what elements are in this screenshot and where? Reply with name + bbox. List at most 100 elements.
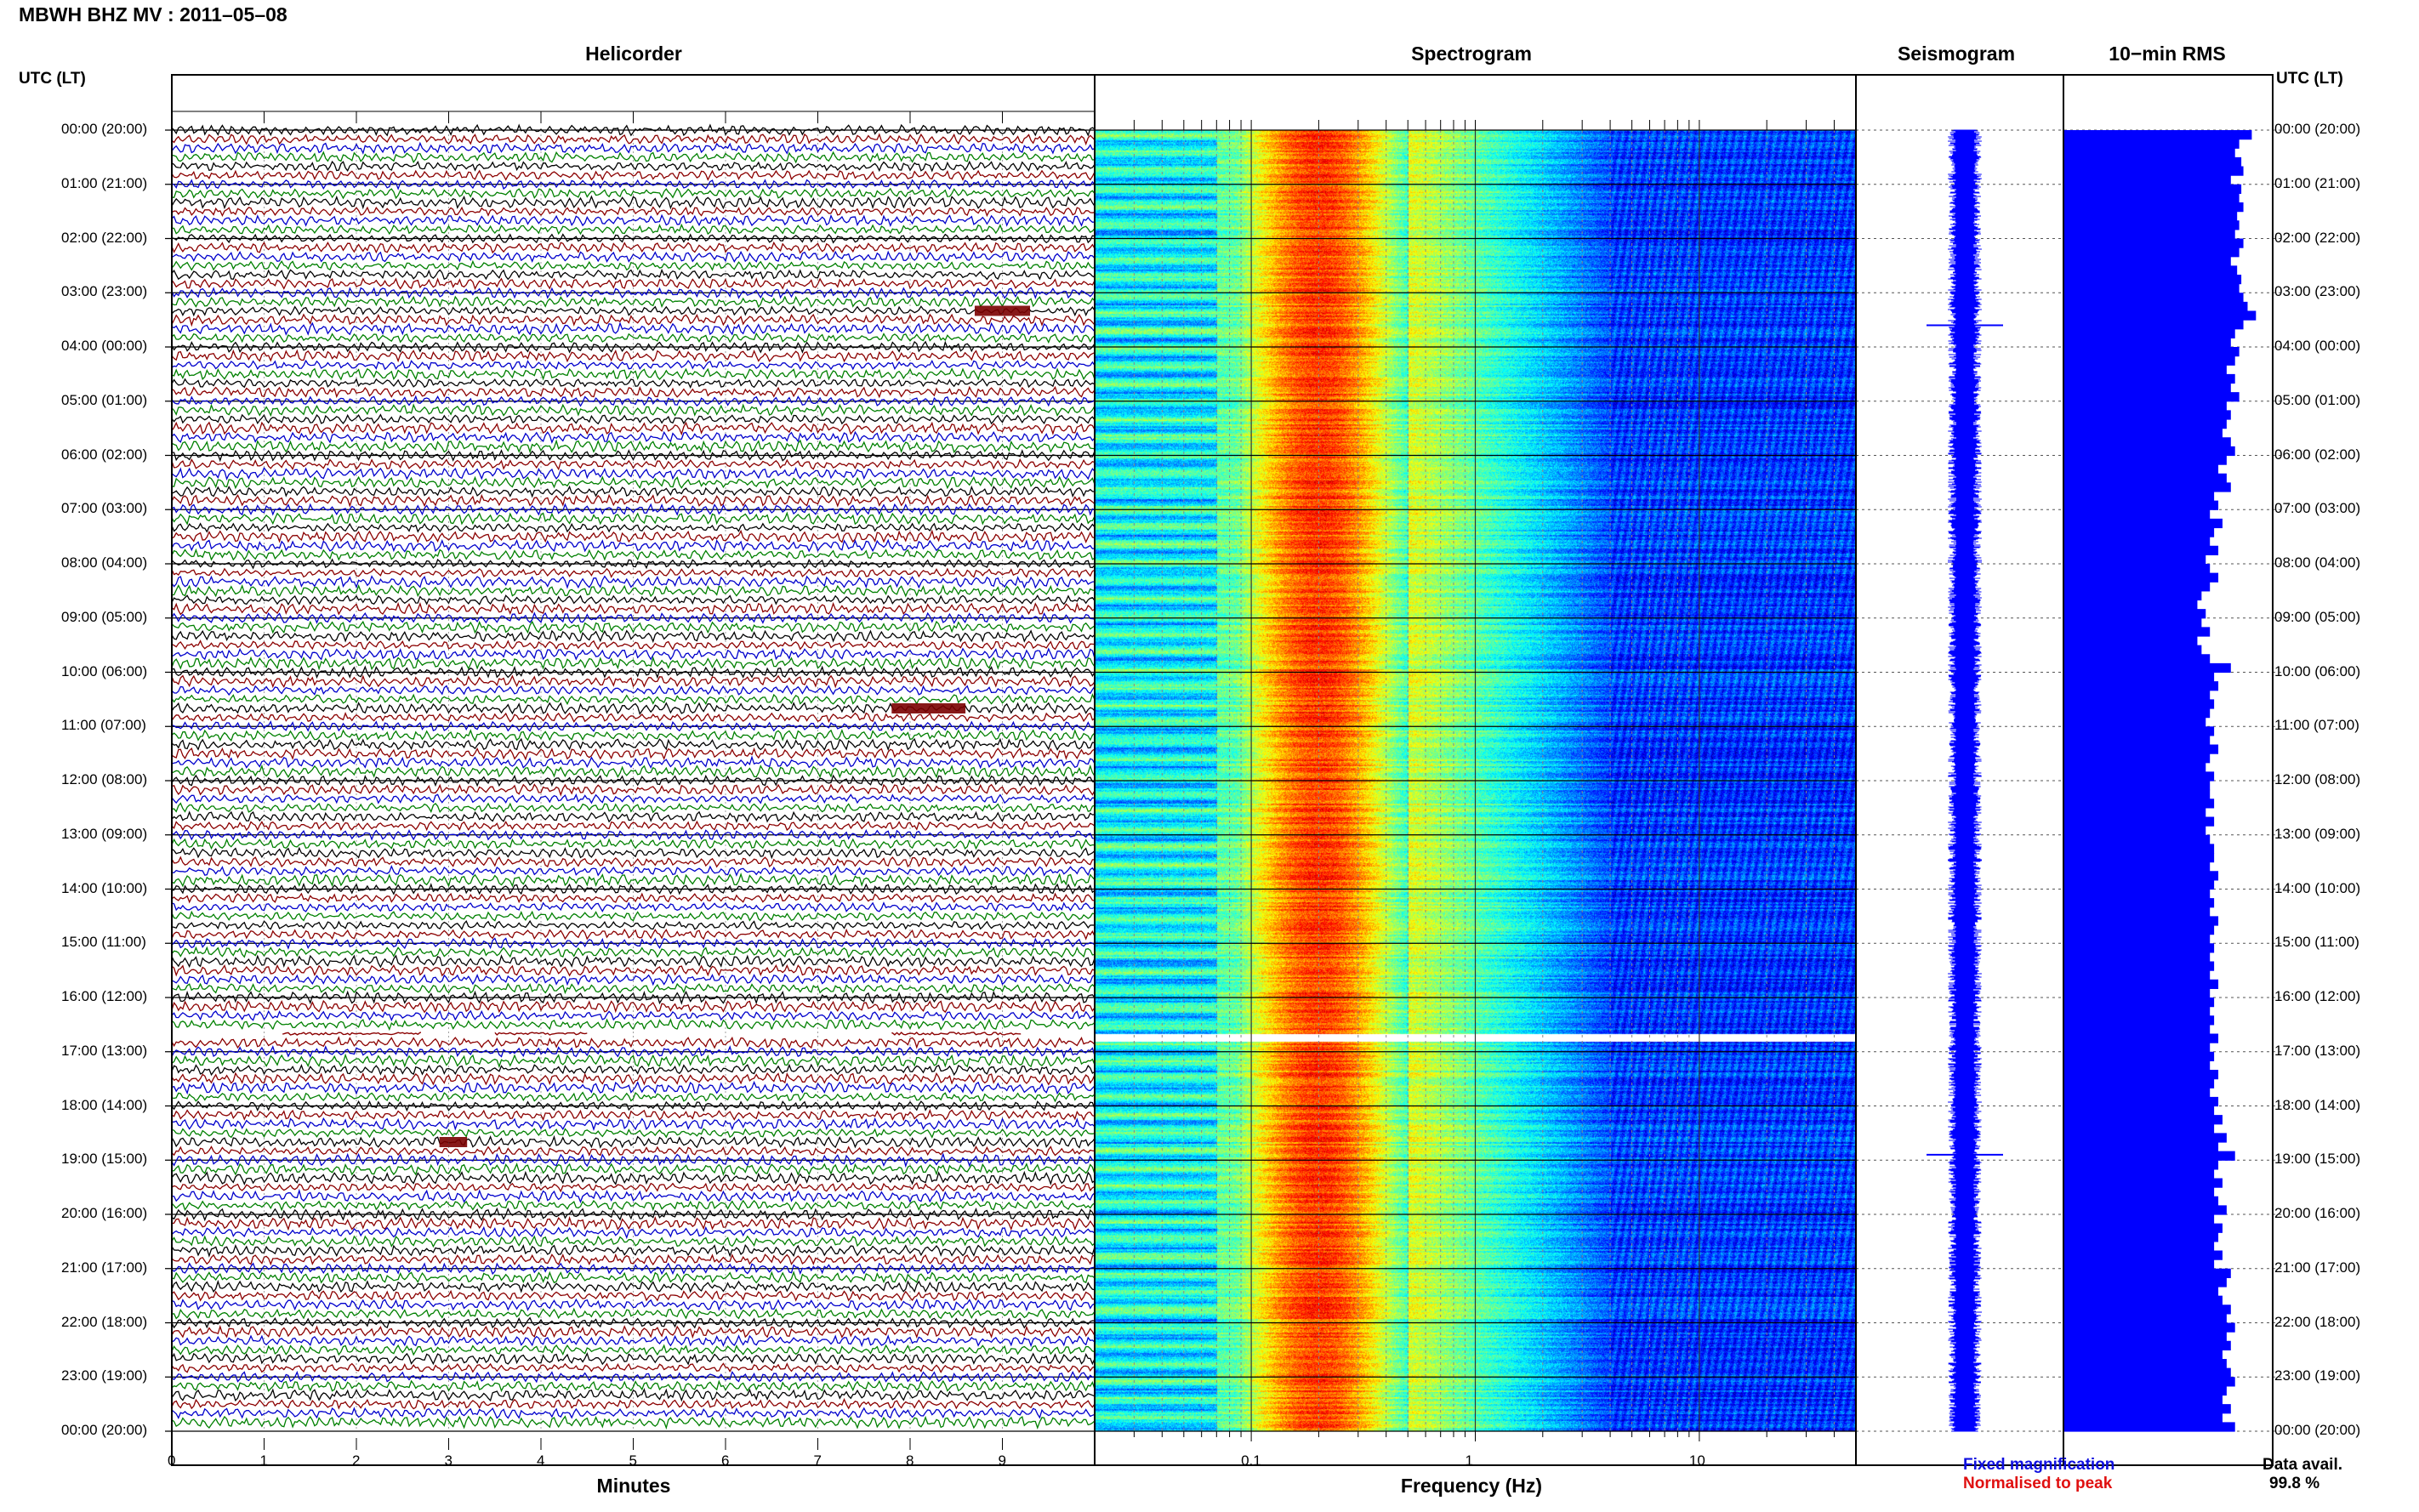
helicorder-trace: [171, 846, 1096, 860]
rms-bar: [2063, 1367, 2231, 1378]
time-label-left: 08:00 (04:00): [61, 554, 148, 571]
rms-bar: [2063, 265, 2238, 276]
time-label-right: 10:00 (06:00): [2274, 662, 2361, 679]
data-avail-value: 99.8 %: [2269, 1475, 2320, 1492]
time-label-right: 12:00 (08:00): [2274, 771, 2361, 787]
rms-title: 10−min RMS: [2109, 43, 2226, 65]
chart-frame: [171, 74, 2274, 1466]
helicorder-trace: [171, 1279, 1096, 1293]
rms-bar: [2063, 582, 2211, 592]
rms-bar: [2063, 229, 2235, 240]
time-label-right: 07:00 (03:00): [2274, 500, 2361, 517]
helicorder-trace: [171, 963, 1096, 977]
rms-bar: [2063, 202, 2244, 213]
rms-bar: [2063, 1359, 2227, 1369]
rms-bar: [2063, 130, 2252, 140]
rms-bar: [2063, 744, 2219, 754]
time-label-left: 18:00 (14:00): [61, 1096, 148, 1113]
rms-bar: [2063, 428, 2223, 438]
helicorder-trace: [171, 295, 1096, 309]
helicorder-trace: [171, 692, 1096, 706]
helicorder-trace: [171, 1334, 1096, 1348]
helicorder-trace: [171, 1188, 1096, 1203]
time-label-left: 19:00 (15:00): [61, 1151, 148, 1168]
helicorder-trace: [171, 313, 1096, 327]
rms-bar: [2063, 1205, 2227, 1215]
rms-bar: [2063, 527, 2215, 537]
time-label-left: 23:00 (19:00): [61, 1367, 148, 1384]
rms-bar: [2063, 184, 2242, 194]
rms-bar: [2063, 916, 2219, 926]
rms-bar: [2063, 1088, 2211, 1098]
helicorder-event: [891, 703, 966, 713]
time-label-left: 01:00 (21:00): [61, 174, 148, 191]
helicorder-trace: [171, 755, 1096, 770]
helicorder-x-tick-label: 7: [813, 1452, 822, 1469]
rms-bar: [2063, 392, 2240, 402]
time-label-left: 22:00 (18:00): [61, 1313, 148, 1330]
helicorder-trace: [171, 385, 1096, 399]
time-label-right: 23:00 (19:00): [2274, 1367, 2361, 1384]
helicorder-trace: [171, 601, 1096, 616]
rms-bar: [2063, 1277, 2227, 1287]
rms-bar: [2063, 934, 2211, 944]
helicorder-trace: [171, 1225, 1096, 1240]
rms-bar: [2063, 293, 2244, 303]
rms-bar: [2063, 175, 2231, 185]
time-label-left: 03:00 (23:00): [61, 283, 148, 300]
rms-bar: [2063, 1232, 2219, 1242]
helicorder-x-tick-label: 2: [352, 1452, 361, 1469]
rms-bar: [2063, 419, 2227, 429]
legend-normalised-to-peak: Normalised to peak: [1963, 1475, 2113, 1492]
rms-bar: [2063, 564, 2211, 574]
rms-bar: [2063, 735, 2211, 746]
helicorder-trace: [171, 820, 1096, 832]
helicorder-trace: [171, 575, 1096, 589]
rms-bar: [2063, 373, 2235, 384]
rms-bar: [2063, 600, 2198, 610]
rms-bar: [2063, 1060, 2211, 1071]
time-label-right: 03:00 (23:00): [2274, 283, 2361, 300]
helicorder-trace: [171, 828, 1096, 841]
rms-bar: [2063, 247, 2240, 258]
time-label-right: 09:00 (05:00): [2274, 608, 2361, 625]
helicorder-x-tick-label: 0: [168, 1452, 176, 1469]
rms-bar: [2063, 492, 2215, 502]
rms-bar: [2063, 645, 2202, 655]
helicorder-trace: [171, 1117, 1096, 1132]
helicorder-title: Helicorder: [585, 43, 682, 65]
helicorder-x-tick-label: 6: [721, 1452, 730, 1469]
rms-bar: [2063, 952, 2211, 963]
helicorder-trace: [171, 1145, 1096, 1157]
rms-bar: [2063, 726, 2215, 736]
helicorder-trace: [171, 910, 1096, 922]
rms-bar: [2063, 781, 2211, 791]
rms-bar: [2063, 1377, 2235, 1387]
rms-bar: [2063, 1404, 2231, 1414]
rms-bar: [2063, 762, 2206, 772]
helicorder-trace: [171, 187, 1096, 200]
rms-bar: [2063, 1223, 2223, 1233]
helicorder-trace: [171, 1379, 1096, 1393]
time-label-left: 09:00 (05:00): [61, 608, 148, 625]
rms-bar: [2063, 998, 2215, 1008]
rms-bar: [2063, 410, 2231, 420]
rms-bar: [2063, 925, 2215, 935]
rms-bar: [2063, 672, 2215, 682]
time-label-right: 04:00 (00:00): [2274, 338, 2361, 354]
rms-bar: [2063, 1178, 2223, 1188]
rms-bar: [2063, 166, 2244, 176]
rms-bar: [2063, 1106, 2215, 1116]
rms-bar: [2063, 654, 2211, 664]
rms-bar: [2063, 1259, 2215, 1270]
spectrogram-title: Spectrogram: [1411, 43, 1532, 65]
helicorder-trace: [171, 1344, 1096, 1356]
rms-bar: [2063, 1133, 2227, 1143]
helicorder-trace: [171, 1009, 1096, 1022]
time-label-left: 00:00 (20:00): [61, 121, 148, 137]
helicorder-trace: [171, 321, 1096, 336]
rms-bar: [2063, 320, 2244, 330]
helicorder-trace: [171, 449, 1096, 463]
rms-bar: [2063, 816, 2215, 827]
